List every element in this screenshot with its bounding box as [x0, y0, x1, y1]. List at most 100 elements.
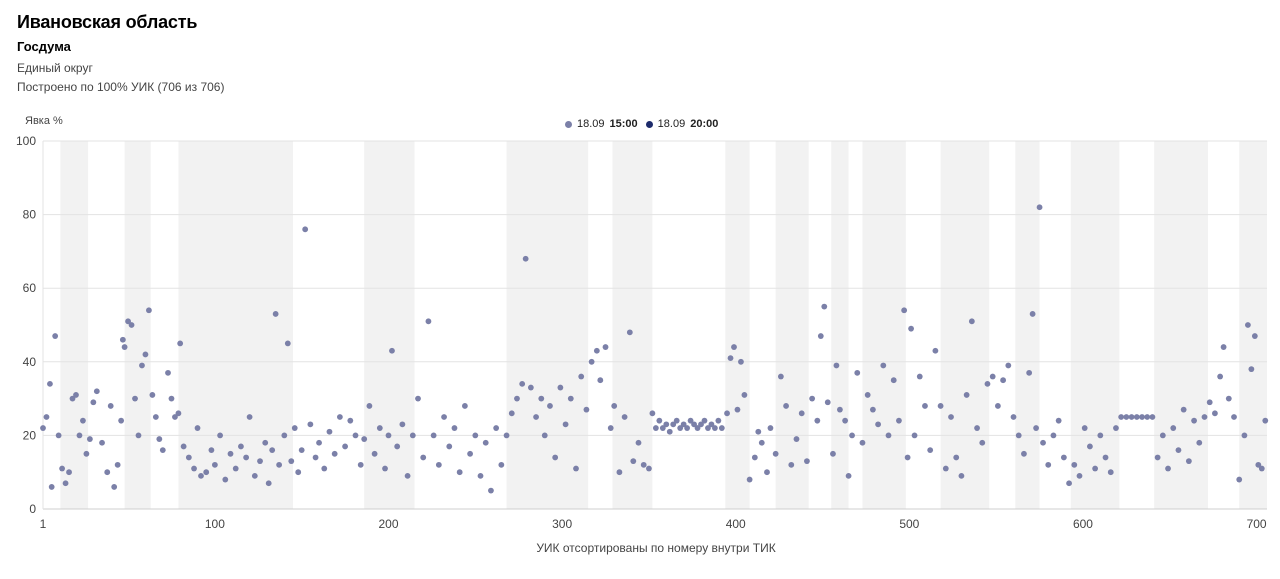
data-point[interactable] [217, 432, 223, 439]
data-point[interactable] [93, 388, 100, 395]
data-point[interactable] [159, 447, 166, 454]
data-point[interactable] [488, 487, 494, 494]
data-point[interactable] [1212, 410, 1218, 417]
data-point[interactable] [635, 439, 642, 446]
data-point[interactable] [1206, 399, 1213, 406]
data-point[interactable] [652, 425, 659, 431]
data-point[interactable] [243, 454, 250, 461]
data-point[interactable] [845, 472, 852, 479]
data-point[interactable] [684, 425, 691, 431]
data-point[interactable] [583, 406, 590, 413]
data-point[interactable] [611, 403, 618, 409]
data-point[interactable] [119, 336, 126, 343]
data-point[interactable] [493, 425, 500, 431]
data-point[interactable] [194, 425, 201, 431]
data-point[interactable] [361, 436, 368, 442]
data-point[interactable] [175, 410, 182, 417]
data-point[interactable] [833, 362, 840, 369]
data-point[interactable] [40, 425, 46, 431]
data-point[interactable] [1241, 432, 1248, 439]
data-point[interactable] [336, 414, 343, 420]
data-point[interactable] [1154, 454, 1161, 461]
data-point[interactable] [715, 417, 722, 424]
data-point[interactable] [1225, 395, 1232, 402]
data-point[interactable] [557, 384, 564, 391]
data-point[interactable] [246, 414, 253, 420]
data-point[interactable] [312, 454, 319, 461]
data-point[interactable] [321, 465, 328, 472]
data-point[interactable] [125, 318, 131, 325]
data-point[interactable] [276, 461, 283, 468]
data-point[interactable] [593, 347, 600, 354]
data-point[interactable] [869, 406, 876, 413]
data-point[interactable] [1021, 450, 1027, 457]
data-point[interactable] [1005, 362, 1012, 369]
data-point[interactable] [711, 425, 718, 431]
data-point[interactable] [146, 307, 152, 314]
data-point[interactable] [43, 414, 50, 420]
data-point[interactable] [968, 318, 975, 325]
data-point[interactable] [788, 461, 795, 468]
data-point[interactable] [451, 425, 458, 431]
data-point[interactable] [357, 461, 364, 468]
data-point[interactable] [798, 410, 805, 417]
data-point[interactable] [347, 417, 354, 424]
data-point[interactable] [1133, 414, 1140, 420]
data-point[interactable] [541, 432, 548, 439]
data-point[interactable] [626, 329, 633, 336]
data-point[interactable] [208, 447, 215, 454]
data-point[interactable] [567, 395, 574, 402]
data-point[interactable] [69, 395, 76, 402]
data-point[interactable] [262, 439, 269, 446]
data-point[interactable] [666, 428, 673, 435]
data-point[interactable] [121, 344, 128, 350]
data-point[interactable] [1220, 344, 1227, 350]
data-point[interactable] [376, 425, 383, 431]
data-point[interactable] [1245, 322, 1251, 328]
data-point[interactable] [896, 417, 902, 424]
data-point[interactable] [90, 399, 97, 406]
data-point[interactable] [908, 325, 914, 332]
data-point[interactable] [1262, 417, 1269, 424]
data-point[interactable] [984, 380, 991, 387]
data-point[interactable] [1040, 439, 1046, 446]
data-point[interactable] [288, 458, 295, 465]
data-point[interactable] [251, 472, 258, 479]
data-point[interactable] [366, 403, 373, 409]
data-point[interactable] [326, 428, 333, 435]
data-point[interactable] [607, 425, 614, 431]
data-point[interactable] [1165, 465, 1171, 472]
data-point[interactable] [1123, 414, 1130, 420]
data-point[interactable] [269, 447, 276, 454]
data-point[interactable] [932, 347, 939, 354]
data-point[interactable] [132, 395, 138, 402]
data-point[interactable] [514, 395, 520, 402]
data-point[interactable] [953, 454, 960, 461]
data-point[interactable] [316, 439, 322, 446]
data-point[interactable] [149, 392, 156, 398]
data-point[interactable] [142, 351, 149, 358]
data-point[interactable] [772, 450, 779, 457]
data-point[interactable] [307, 421, 314, 428]
data-point[interactable] [461, 403, 468, 409]
data-point[interactable] [66, 469, 72, 476]
data-point[interactable] [547, 403, 553, 409]
data-point[interactable] [821, 303, 828, 310]
data-point[interactable] [232, 465, 239, 472]
data-point[interactable] [1118, 414, 1125, 420]
data-point[interactable] [727, 355, 734, 362]
data-point[interactable] [73, 392, 79, 398]
data-point[interactable] [1170, 425, 1177, 431]
data-point[interactable] [708, 421, 715, 428]
data-point[interactable] [482, 439, 489, 446]
data-point[interactable] [854, 369, 861, 376]
data-point[interactable] [562, 421, 569, 428]
data-point[interactable] [1102, 454, 1109, 461]
data-point[interactable] [901, 307, 908, 314]
data-point[interactable] [47, 380, 53, 387]
data-point[interactable] [139, 362, 145, 369]
data-point[interactable] [382, 465, 388, 472]
data-point[interactable] [1097, 432, 1104, 439]
data-point[interactable] [177, 340, 184, 347]
data-point[interactable] [371, 450, 378, 457]
